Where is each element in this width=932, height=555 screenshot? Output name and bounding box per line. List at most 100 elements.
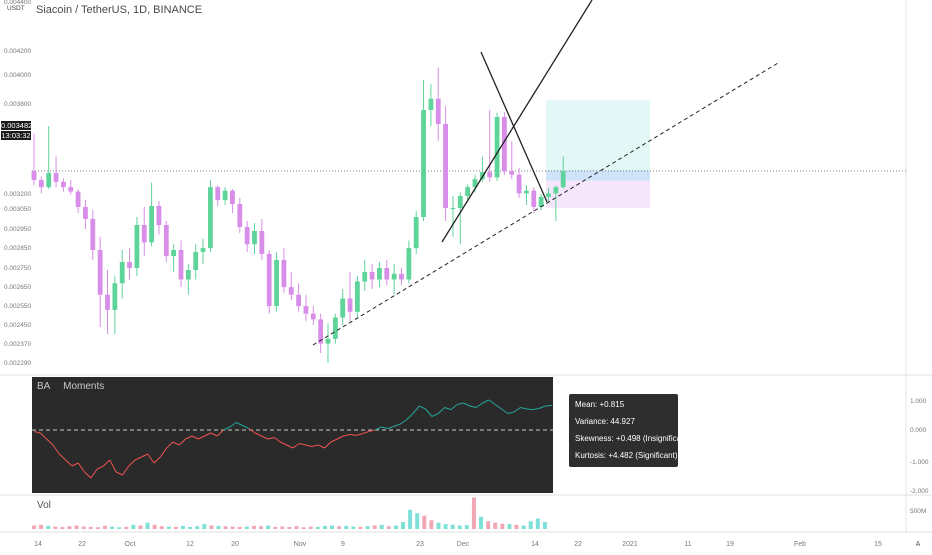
candle[interactable] <box>193 244 199 280</box>
candle[interactable] <box>237 198 243 233</box>
candle[interactable] <box>244 221 250 252</box>
candle[interactable] <box>391 264 397 295</box>
candle[interactable] <box>553 185 559 221</box>
candle[interactable] <box>222 187 228 205</box>
candle[interactable] <box>97 236 103 327</box>
candle[interactable] <box>185 264 191 295</box>
candle[interactable] <box>252 223 257 254</box>
candle[interactable] <box>355 275 360 318</box>
candle-body <box>288 287 294 295</box>
candle[interactable] <box>318 313 324 354</box>
volume-bar <box>237 526 242 529</box>
oscillator-segment <box>52 444 60 455</box>
candle[interactable] <box>105 270 110 335</box>
candle[interactable] <box>83 200 88 229</box>
volume-bar <box>379 524 384 529</box>
oscillator-segment <box>159 447 168 458</box>
volume-bar <box>450 524 455 529</box>
candle[interactable] <box>208 180 213 252</box>
oscillator-segment <box>58 453 66 461</box>
candle[interactable] <box>259 219 265 260</box>
candle[interactable] <box>399 268 404 286</box>
candle[interactable] <box>369 264 375 289</box>
candle[interactable] <box>413 211 419 254</box>
time-tick-label: 15 <box>874 541 882 548</box>
volume-bar <box>315 526 320 529</box>
candle[interactable] <box>377 262 382 288</box>
candle[interactable] <box>46 126 52 189</box>
volume-bar <box>344 525 349 529</box>
candle[interactable] <box>171 244 177 272</box>
candle[interactable] <box>141 207 147 256</box>
candle[interactable] <box>406 240 412 284</box>
candle[interactable] <box>127 248 132 280</box>
candle[interactable] <box>112 275 118 335</box>
candle[interactable] <box>516 167 522 198</box>
candle[interactable] <box>230 188 235 213</box>
candle[interactable] <box>75 188 81 213</box>
candle-body <box>347 298 353 312</box>
candle[interactable] <box>347 271 353 322</box>
volume-bar <box>301 527 306 529</box>
candle[interactable] <box>421 79 426 221</box>
candle[interactable] <box>457 192 463 245</box>
oscillator-segment <box>488 399 496 405</box>
candle[interactable] <box>215 185 221 206</box>
candle[interactable] <box>509 141 515 180</box>
price-pane[interactable] <box>0 0 906 374</box>
candle[interactable] <box>435 67 441 142</box>
candle[interactable] <box>502 112 507 175</box>
candle[interactable] <box>487 110 493 182</box>
candle-body <box>61 181 66 188</box>
candle[interactable] <box>310 306 316 326</box>
candle[interactable] <box>119 250 125 299</box>
candle[interactable] <box>450 196 456 237</box>
candle[interactable] <box>560 156 566 189</box>
candle[interactable] <box>362 260 368 291</box>
candle[interactable] <box>90 210 96 260</box>
candle[interactable] <box>163 221 169 262</box>
candle[interactable] <box>428 84 434 126</box>
auto-scale-button[interactable]: A <box>916 541 921 548</box>
candle[interactable] <box>281 248 287 293</box>
candle[interactable] <box>465 184 471 202</box>
oscillator-segment <box>513 407 521 413</box>
candle[interactable] <box>61 178 66 192</box>
price-tick-label: 0.003200 <box>4 191 31 198</box>
candle[interactable] <box>384 260 390 286</box>
candle[interactable] <box>134 217 140 276</box>
candle[interactable] <box>546 188 551 201</box>
candle[interactable] <box>200 238 206 264</box>
candle[interactable] <box>325 323 331 363</box>
candle[interactable] <box>296 283 301 312</box>
candle[interactable] <box>303 294 309 322</box>
candle[interactable] <box>531 187 537 213</box>
candle-body <box>163 225 169 256</box>
candle[interactable] <box>31 133 37 186</box>
time-tick-label: 14 <box>34 541 42 548</box>
candle[interactable] <box>494 113 500 181</box>
candle[interactable] <box>38 176 44 194</box>
candle[interactable] <box>266 250 272 314</box>
candle[interactable] <box>178 240 184 288</box>
oscillator-panel[interactable] <box>32 377 553 493</box>
oscillator-segment <box>109 459 117 473</box>
candle[interactable] <box>443 106 448 221</box>
oscillator-segment <box>96 465 104 470</box>
volume-bar <box>202 524 207 529</box>
candle[interactable] <box>340 289 346 326</box>
candle[interactable] <box>524 185 529 205</box>
candle[interactable] <box>149 182 154 247</box>
oscillator-title: BA Moments <box>37 381 105 392</box>
candle[interactable] <box>68 180 74 195</box>
candle[interactable] <box>156 201 162 235</box>
candle[interactable] <box>53 156 59 188</box>
oscillator-segment <box>248 428 256 434</box>
candle[interactable] <box>288 271 294 301</box>
candle[interactable] <box>538 194 544 210</box>
candle[interactable] <box>274 252 279 312</box>
oscillator-segment <box>305 444 313 447</box>
candle[interactable] <box>332 313 338 344</box>
